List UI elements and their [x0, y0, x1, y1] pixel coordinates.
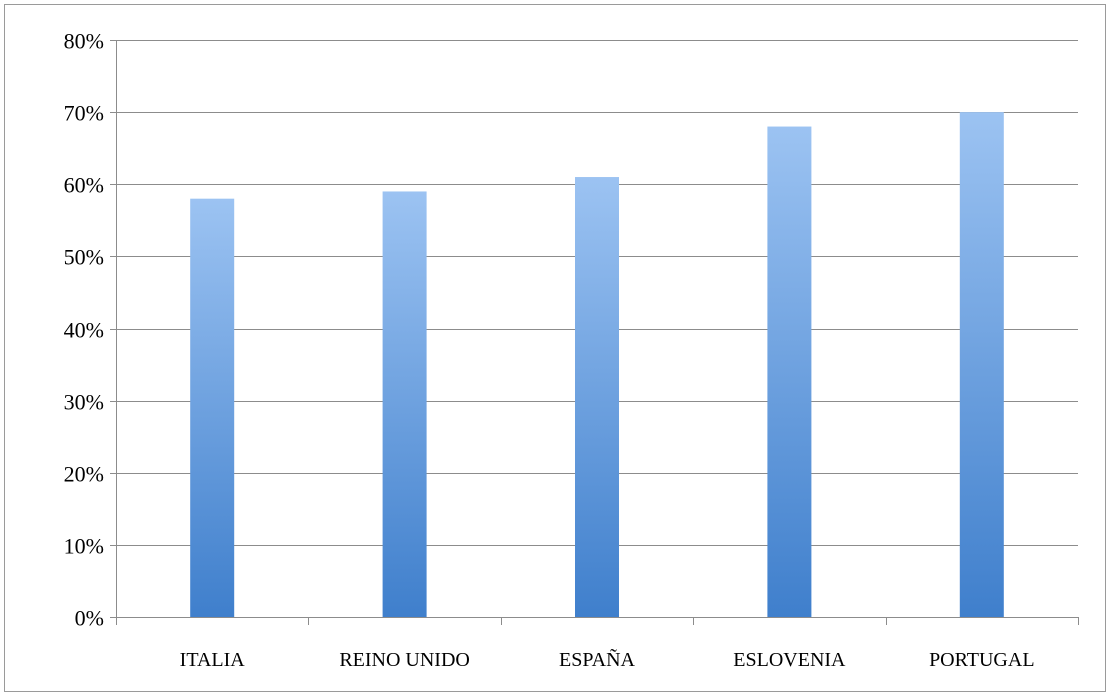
bar-italia [190, 198, 235, 618]
y-tick-label: 0% [75, 606, 104, 631]
y-tick-label: 70% [64, 101, 104, 126]
y-tick-label: 60% [64, 173, 104, 198]
x-tick-label: ITALIA [180, 649, 246, 671]
y-tick-label: 80% [64, 29, 104, 54]
y-tick-label: 50% [64, 245, 104, 270]
y-tick-label: 40% [64, 318, 104, 343]
y-tick-label: 10% [64, 534, 104, 559]
y-tick-labels: 0% 10% 20% 30% 40% 50% 60% 70% 80% [64, 29, 104, 631]
bar-portugal [959, 112, 1004, 617]
axes [110, 40, 1079, 625]
x-tick-label: ESPAÑA [559, 647, 636, 671]
x-tick-label: ESLOVENIA [733, 649, 846, 671]
bar-eslovenia [767, 126, 812, 618]
bars [190, 112, 1004, 618]
x-tick-labels: ITALIA REINO UNIDO ESPAÑA ESLOVENIA PORTUGAL [180, 647, 1035, 671]
x-tick-label: REINO UNIDO [339, 649, 470, 671]
chart-frame [4, 4, 1106, 692]
y-tick-label: 30% [64, 390, 104, 415]
x-tick-label: PORTUGAL [929, 649, 1034, 671]
y-tick-label: 20% [64, 462, 104, 487]
bar-reino-unido [382, 191, 427, 617]
bar-españa [575, 177, 619, 617]
